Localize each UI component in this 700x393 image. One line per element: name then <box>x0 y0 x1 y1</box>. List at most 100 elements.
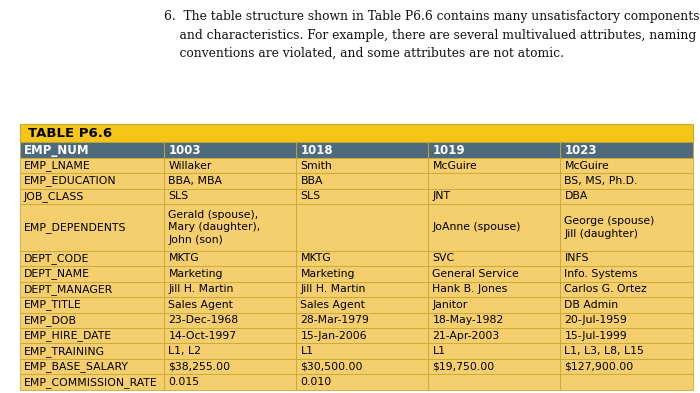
Text: $30,500.00: $30,500.00 <box>300 362 363 372</box>
Bar <box>296 158 428 173</box>
Text: EMP_EDUCATION: EMP_EDUCATION <box>24 176 116 187</box>
Text: 20-Jul-1959: 20-Jul-1959 <box>564 315 627 325</box>
Bar <box>296 251 428 266</box>
Bar <box>428 328 560 343</box>
Bar <box>560 251 693 266</box>
Bar <box>560 312 693 328</box>
Bar <box>428 343 560 359</box>
Bar <box>296 375 428 390</box>
Text: 1023: 1023 <box>564 143 597 156</box>
Text: George (spouse)
Jill (daughter): George (spouse) Jill (daughter) <box>564 216 654 239</box>
Text: SLS: SLS <box>300 191 321 202</box>
Text: Janitor: Janitor <box>433 300 468 310</box>
Text: Hank B. Jones: Hank B. Jones <box>433 284 508 294</box>
Text: BBA: BBA <box>300 176 323 186</box>
Bar <box>20 281 164 297</box>
Bar <box>164 375 296 390</box>
Bar <box>296 189 428 204</box>
Bar <box>560 343 693 359</box>
Bar <box>164 189 296 204</box>
Bar <box>428 297 560 312</box>
Text: DB Admin: DB Admin <box>564 300 619 310</box>
Text: DEPT_MANAGER: DEPT_MANAGER <box>24 284 113 295</box>
Bar <box>428 281 560 297</box>
Text: EMP_COMMISSION_RATE: EMP_COMMISSION_RATE <box>24 376 158 387</box>
Text: Info. Systems: Info. Systems <box>564 269 638 279</box>
Bar <box>296 173 428 189</box>
Bar <box>560 189 693 204</box>
Bar <box>560 204 693 251</box>
Bar <box>296 142 428 158</box>
Text: MKTG: MKTG <box>169 253 199 263</box>
Bar <box>296 266 428 281</box>
Text: BBA, MBA: BBA, MBA <box>169 176 223 186</box>
Text: TABLE P6.6: TABLE P6.6 <box>28 127 112 140</box>
Text: 1003: 1003 <box>169 143 201 156</box>
Bar <box>428 204 560 251</box>
Text: L1: L1 <box>300 346 314 356</box>
Bar <box>560 375 693 390</box>
Bar <box>164 251 296 266</box>
Bar <box>296 312 428 328</box>
Bar <box>296 281 428 297</box>
Bar <box>20 343 164 359</box>
Bar <box>20 359 164 375</box>
Bar <box>296 328 428 343</box>
Text: 14-Oct-1997: 14-Oct-1997 <box>169 331 237 341</box>
Text: $38,255.00: $38,255.00 <box>169 362 230 372</box>
Bar <box>560 328 693 343</box>
Bar <box>20 173 164 189</box>
Text: L1, L3, L8, L15: L1, L3, L8, L15 <box>564 346 644 356</box>
Text: EMP_NUM: EMP_NUM <box>24 143 90 156</box>
Bar <box>20 189 164 204</box>
Bar <box>20 266 164 281</box>
Text: 23-Dec-1968: 23-Dec-1968 <box>169 315 239 325</box>
Text: DEPT_CODE: DEPT_CODE <box>24 253 89 264</box>
Bar <box>164 204 296 251</box>
Text: EMP_TRAINING: EMP_TRAINING <box>24 346 104 356</box>
Bar <box>20 375 164 390</box>
Text: McGuire: McGuire <box>433 161 477 171</box>
Bar <box>560 281 693 297</box>
Text: 0.010: 0.010 <box>300 377 332 387</box>
Text: 0.015: 0.015 <box>169 377 199 387</box>
Bar <box>20 124 693 142</box>
Bar <box>560 297 693 312</box>
Text: Jill H. Martin: Jill H. Martin <box>300 284 366 294</box>
Text: L1, L2: L1, L2 <box>169 346 202 356</box>
Bar <box>20 142 164 158</box>
Bar <box>164 328 296 343</box>
Bar <box>428 173 560 189</box>
Text: MKTG: MKTG <box>300 253 331 263</box>
Bar <box>20 312 164 328</box>
Text: 1018: 1018 <box>300 143 333 156</box>
Bar <box>296 297 428 312</box>
Bar <box>428 375 560 390</box>
Text: Carlos G. Ortez: Carlos G. Ortez <box>564 284 647 294</box>
Bar <box>164 359 296 375</box>
Bar <box>428 312 560 328</box>
Text: $127,900.00: $127,900.00 <box>564 362 634 372</box>
Bar <box>428 266 560 281</box>
Text: EMP_DOB: EMP_DOB <box>24 315 76 326</box>
Bar <box>296 359 428 375</box>
Text: 21-Apr-2003: 21-Apr-2003 <box>433 331 500 341</box>
Bar <box>164 158 296 173</box>
Text: SVC: SVC <box>433 253 454 263</box>
Text: 18-May-1982: 18-May-1982 <box>433 315 503 325</box>
Text: EMP_BASE_SALARY: EMP_BASE_SALARY <box>24 361 129 372</box>
Bar <box>428 158 560 173</box>
Text: Marketing: Marketing <box>300 269 355 279</box>
Bar <box>560 173 693 189</box>
Text: EMP_DEPENDENTS: EMP_DEPENDENTS <box>24 222 126 233</box>
Text: EMP_TITLE: EMP_TITLE <box>24 299 81 310</box>
Text: Willaker: Willaker <box>169 161 212 171</box>
Text: EMP_HIRE_DATE: EMP_HIRE_DATE <box>24 330 112 341</box>
Text: INFS: INFS <box>564 253 589 263</box>
Text: DBA: DBA <box>564 191 588 202</box>
Bar <box>164 142 296 158</box>
Bar <box>20 251 164 266</box>
Bar <box>164 173 296 189</box>
Bar <box>164 266 296 281</box>
Text: Jill H. Martin: Jill H. Martin <box>169 284 234 294</box>
